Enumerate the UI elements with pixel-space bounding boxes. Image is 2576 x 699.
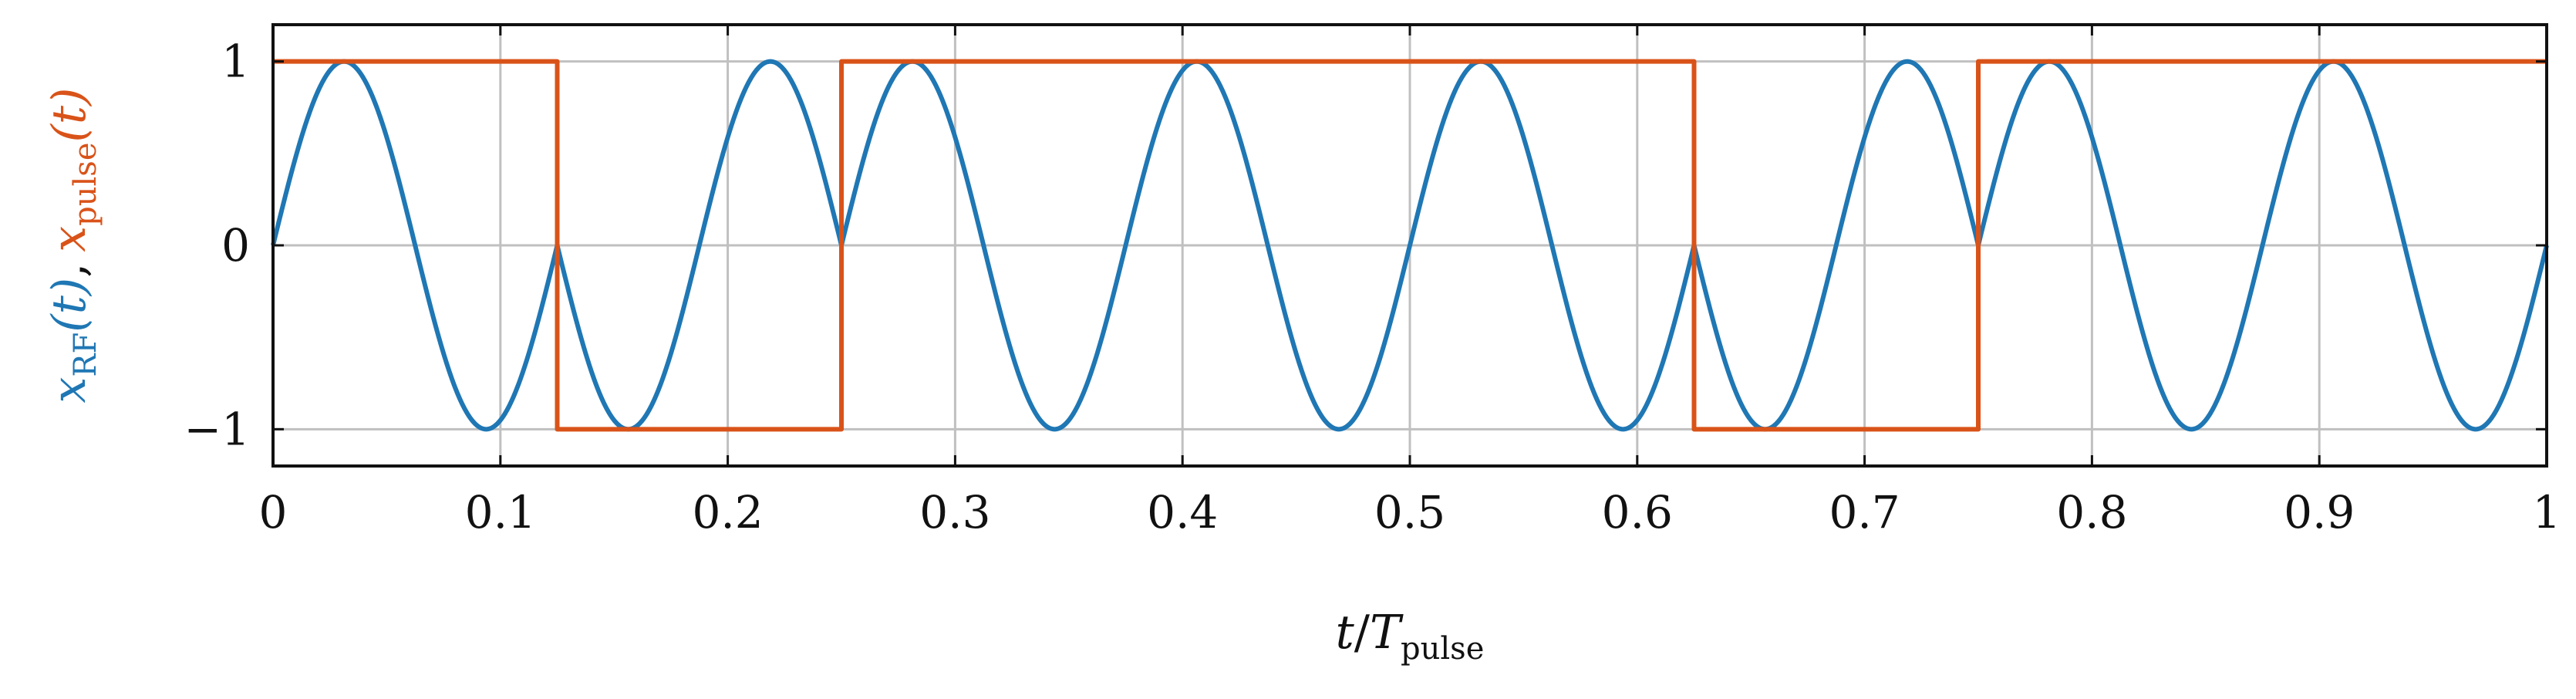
y-tick-label: −1 (184, 403, 251, 455)
x-tick-label: 0.9 (2284, 486, 2355, 539)
y-label-pulse-x: x (42, 226, 96, 252)
x-tick-label: 0.8 (2056, 486, 2127, 539)
x-tick-label: 0.3 (919, 486, 990, 539)
x-tick-label: 0.6 (1602, 486, 1673, 539)
y-tick-label: 0 (221, 219, 250, 272)
x-axis-label-t: t (1336, 606, 1355, 660)
x-axis-label: t/Tpulse (1336, 606, 1485, 667)
x-tick-label: 0.5 (1374, 486, 1445, 539)
y-label-pulse-arg: (t) (42, 88, 96, 143)
y-label-separator: , (42, 263, 96, 278)
x-tick-label: 0 (259, 486, 288, 539)
x-tick-label: 0.7 (1829, 486, 1900, 539)
ticks: 0 0.1 0.2 0.3 0.4 0.5 0.6 0.7 0.8 0.9 1−101 (184, 25, 2561, 539)
x-tick-label: 0.1 (465, 486, 536, 539)
y-label-rf-sub: RF (68, 333, 103, 377)
y-label-pulse-sub: pulse (68, 143, 103, 226)
y-axis-label: xRF(t),xpulse(t) (42, 88, 103, 404)
series-pulse-line (273, 59, 2547, 432)
y-label-rf-arg: (t) (42, 278, 96, 333)
series-rf-line (271, 59, 2549, 432)
y-tick-label: 1 (221, 35, 250, 88)
y-label-rf-x: x (42, 377, 96, 404)
x-axis-label-slash: / (1354, 606, 1371, 660)
x-axis-label-sub: pulse (1401, 631, 1484, 667)
x-tick-label: 0.2 (692, 486, 763, 539)
x-tick-label: 1 (2533, 486, 2561, 539)
series-layer (271, 59, 2549, 432)
x-axis-label-T: T (1370, 606, 1404, 660)
x-tick-label: 0.4 (1147, 486, 1218, 539)
